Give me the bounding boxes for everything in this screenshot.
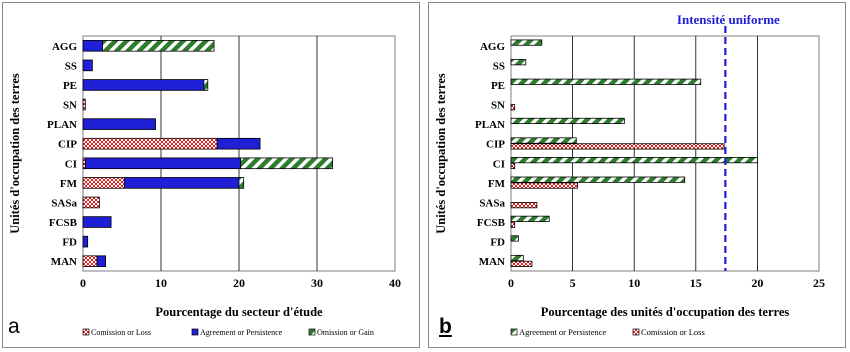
category-label-agg: AGG — [52, 41, 78, 53]
bar-man-agreement-or-persistence — [96, 255, 107, 267]
category-label-ci: CI — [493, 158, 505, 170]
bar-man-comission-or-loss — [82, 255, 98, 267]
legend-swatch-comission-or-loss — [82, 328, 90, 336]
legend-swatch-comission-or-loss — [632, 328, 640, 336]
bar-agg-omission-or-gain — [102, 40, 215, 52]
chart-a-svg: 0 10 20 30 40 AGG SS PE SN PLAN CIP CI FM SASa FCSB FD M… — [8, 35, 401, 337]
bar-pe-agreement-or-persistence — [510, 78, 702, 85]
bar-agg-agreement-or-persistence — [510, 39, 543, 46]
x-axis-title: Pourcentage du secteur d'étude — [155, 305, 323, 319]
reference-line-label: Intensité uniforme — [677, 12, 780, 27]
bar-man-agreement-or-persistence — [510, 254, 524, 262]
bar-ci-agreement-or-persistence — [84, 157, 241, 170]
category-label-sasa: SASa — [51, 197, 77, 209]
x-tick-label-20: 20 — [751, 276, 763, 290]
category-label-cip: CIP — [486, 139, 505, 151]
category-label-sn: SN — [491, 100, 505, 112]
x-tick-label-5: 5 — [570, 276, 576, 290]
panel-label-a: a — [8, 315, 20, 338]
category-label-fcsb: FCSB — [49, 217, 78, 229]
bar-fm-agreement-or-persistence — [510, 176, 686, 183]
bar-fm-omission-or-gain — [238, 177, 245, 189]
bar-fm-agreement-or-persistence — [123, 177, 240, 189]
legend-swatch-omission-or-gain — [308, 328, 316, 336]
bar-cip-comission-or-loss — [510, 143, 725, 150]
x-tick-label-25: 25 — [813, 276, 825, 290]
category-label-man: MAN — [479, 256, 505, 268]
x-tick-label-30: 30 — [311, 276, 323, 290]
bar-ci-agreement-or-persistence — [510, 157, 758, 164]
category-label-sn: SN — [63, 100, 77, 112]
bar-ss-agreement-or-persistence — [510, 59, 527, 66]
bar-fcsb-agreement-or-persistence — [510, 215, 550, 222]
category-label-fm: FM — [60, 178, 78, 190]
category-label-ss: SS — [493, 60, 505, 72]
category-label-fm: FM — [488, 178, 506, 190]
bar-cip-comission-or-loss — [82, 137, 218, 150]
bar-pe-agreement-or-persistence — [82, 79, 205, 91]
category-label-man: MAN — [51, 256, 77, 268]
x-tick-label-0: 0 — [508, 276, 514, 290]
bar-sasa-comission-or-loss — [82, 196, 100, 209]
bar-plan-agreement-or-persistence — [82, 118, 156, 130]
bar-sn-comission-or-loss — [510, 104, 516, 111]
x-axis-title: Pourcentage des unités d'occupation des … — [541, 305, 790, 319]
y-axis-title: Unités d'occupation des terres — [434, 73, 448, 234]
category-label-sasa: SASa — [479, 197, 505, 209]
bar-fd-agreement-or-persistence — [82, 235, 89, 248]
chart-b-svg: 0 5 10 15 20 25 AGG SS PE SN PLAN CIP CI FM SASa FCSB FD… — [434, 12, 825, 337]
bar-pe-omission-or-gain — [203, 79, 209, 91]
y-axis-title: Unités d'occupation des terres — [8, 73, 22, 234]
bar-fcsb-comission-or-loss — [510, 221, 516, 228]
legend-label-comission-or-loss: Comission or Loss — [641, 327, 705, 337]
category-label-ci: CI — [65, 158, 77, 170]
legend-swatch-agreement-or-persistence — [191, 328, 199, 336]
category-label-ss: SS — [65, 60, 77, 72]
x-tick-label-40: 40 — [389, 276, 401, 290]
bar-ss-agreement-or-persistence — [82, 59, 93, 72]
x-tick-label-10: 10 — [628, 276, 640, 290]
bar-cip-agreement-or-persistence — [216, 137, 261, 150]
category-label-fcsb: FCSB — [477, 217, 506, 229]
x-tick-label-20: 20 — [233, 276, 245, 290]
chart-panel-b: 0 5 10 15 20 25 AGG SS PE SN PLAN CIP CI FM SASa FCSB FD… — [428, 2, 846, 348]
bar-fm-comission-or-loss — [82, 177, 125, 189]
plot-area — [510, 35, 820, 272]
bar-fd-agreement-or-persistence — [510, 235, 519, 242]
bar-agg-agreement-or-persistence — [82, 40, 103, 52]
legend-swatch-agreement-or-persistence — [510, 328, 518, 336]
category-label-fd: FD — [62, 237, 77, 249]
category-label-agg: AGG — [480, 41, 506, 53]
legend-label-agreement-or-persistence: Agreement or Persistence — [519, 327, 607, 337]
category-label-fd: FD — [490, 237, 505, 249]
bar-ci-omission-or-gain — [240, 157, 333, 170]
x-tick-label-10: 10 — [155, 276, 167, 290]
bar-plan-agreement-or-persistence — [510, 117, 625, 125]
panel-label-b: b — [439, 315, 452, 338]
category-label-cip: CIP — [58, 139, 77, 151]
chart-panel-a: 0 10 20 30 40 AGG SS PE SN PLAN CIP CI FM SASa FCSB FD M… — [2, 2, 420, 348]
legend-label-agreement-or-persistence: Agreement or Persistence — [200, 328, 283, 337]
bar-cip-agreement-or-persistence — [510, 137, 577, 144]
bar-man-comission-or-loss — [510, 260, 533, 267]
bar-sn-comission-or-loss — [82, 98, 86, 111]
bar-ci-comission-or-loss — [510, 162, 516, 170]
x-tick-label-0: 0 — [80, 276, 86, 290]
category-label-pe: PE — [491, 80, 505, 92]
legend-label-comission-or-loss: Comission or Loss — [91, 328, 151, 337]
legend-label-omission-or-gain: Omission or Gain — [317, 328, 374, 337]
bar-fcsb-agreement-or-persistence — [82, 216, 112, 228]
bar-fm-comission-or-loss — [510, 182, 578, 189]
x-tick-label-15: 15 — [690, 276, 702, 290]
category-label-plan: PLAN — [475, 119, 505, 131]
category-label-pe: PE — [63, 80, 77, 92]
category-label-plan: PLAN — [47, 119, 77, 131]
bar-sasa-comission-or-loss — [510, 202, 538, 209]
